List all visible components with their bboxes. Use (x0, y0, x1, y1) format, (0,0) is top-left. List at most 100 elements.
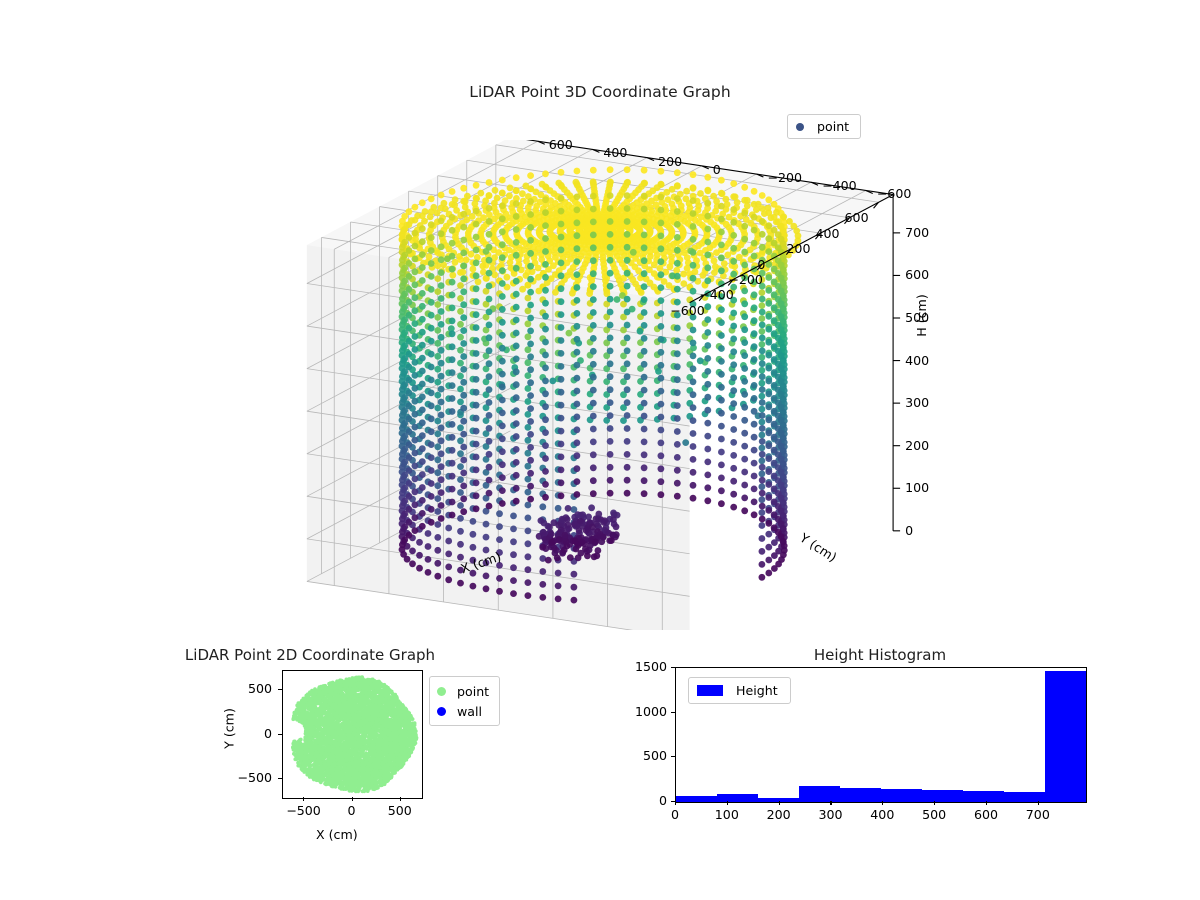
xtick-1: −400 (699, 287, 734, 303)
panel-hist-axes[interactable] (675, 667, 1087, 803)
ztick-7: 700 (905, 224, 930, 240)
panel-2d-ytick-0: 500 (247, 681, 272, 697)
panel-2d-canvas (291, 675, 419, 794)
panel-hist-xtickmark-7 (1037, 801, 1039, 805)
ztick-1: 100 (905, 480, 930, 496)
histogram-bar[interactable] (798, 786, 840, 802)
legend-row-point: point (437, 681, 489, 701)
ytick-2: −200 (767, 170, 802, 186)
panel-hist-xtickmark-6 (985, 801, 988, 805)
panel-hist-legend: Height (688, 677, 791, 704)
panel-hist-ytick-0: 0 (658, 793, 667, 808)
panel-hist-ytickmark-1 (671, 756, 675, 758)
panel-hist-xtick-2: 200 (766, 807, 791, 822)
panel-2d-yaxis-label: Y (cm) (221, 708, 237, 749)
xtick-5: 400 (815, 225, 840, 241)
axes-3d-tick-labels: −600 −400 −200 0 200 400 600 −600 −400 −200 0 200 40… (170, 137, 1030, 630)
xtick-3: 0 (757, 256, 766, 272)
ztick-2: 200 (905, 437, 930, 453)
histogram-bar[interactable] (757, 797, 799, 802)
panel-hist-xtickmark-4 (882, 801, 884, 805)
panel-hist-xtick-7: 700 (1025, 807, 1050, 822)
ytick-4: 200 (658, 153, 683, 169)
panel-2d-xtick-2: 500 (387, 803, 412, 818)
legend-point-marker-icon (437, 686, 446, 696)
panel-hist-xtick-4: 400 (870, 807, 895, 822)
ytick-3: 0 (712, 161, 721, 177)
ztick-5: 500 (905, 310, 930, 325)
panel-hist-xtick-6: 600 (973, 807, 998, 822)
yaxis-label: Y (cm) (797, 530, 840, 565)
histogram-bar[interactable] (716, 793, 758, 802)
xtick-4: 200 (786, 241, 811, 257)
histogram-bar[interactable] (962, 791, 1005, 802)
panel-3d-lidar-pointcloud[interactable]: −600 −400 −200 0 200 400 600 −600 −400 −200 0 200 40… (170, 137, 1030, 630)
ztick-0: 0 (905, 522, 914, 538)
panel-3d-title: LiDAR Point 3D Coordinate Graph (469, 83, 731, 101)
xaxis-label: X (cm) (458, 548, 503, 577)
histogram-bar[interactable] (676, 796, 717, 802)
legend-wall-label: wall (457, 703, 483, 719)
panel-2d-xtickmark-1 (351, 797, 353, 801)
panel-hist-xtickmark-5 (934, 801, 936, 805)
pointcloud-markers (398, 166, 802, 604)
legend-height-label: Height (736, 683, 778, 698)
ytick-1: −400 (822, 178, 857, 194)
histogram-bars (676, 668, 1086, 802)
panel-hist-xtickmark-2 (778, 801, 780, 805)
legend-point-marker-icon (796, 122, 804, 131)
legend-height-swatch-icon (697, 685, 723, 696)
legend-point-label: point (457, 683, 490, 699)
xtick-6: 600 (844, 210, 869, 226)
panel-2d-xaxis-label: X (cm) (316, 827, 358, 842)
panel-hist-ytickmark-2 (671, 711, 675, 713)
panel-2d-xtickmark-0 (303, 797, 305, 801)
histogram-bar[interactable] (880, 788, 922, 802)
panel-2d-ytick-1: 0 (263, 725, 272, 741)
legend-wall-marker-icon (437, 706, 446, 716)
panel-2d-ytickmark-2 (278, 777, 282, 779)
panel-hist-xtickmark-0 (675, 801, 677, 805)
panel-2d-ytickmark-0 (278, 689, 282, 691)
panel-hist-xtick-1: 100 (714, 807, 739, 822)
panel-hist-xtickmark-3 (830, 801, 832, 805)
panel-hist-xtick-5: 500 (922, 807, 947, 822)
panel-2d-xtick-1: 0 (347, 803, 356, 818)
xtick-2: −200 (728, 272, 763, 288)
panel-hist-ytickmark-3 (671, 667, 675, 669)
legend-point-label: point (817, 119, 850, 134)
legend-row-wall: wall (437, 701, 489, 721)
panel-2d-axes[interactable] (282, 670, 423, 799)
panel-2d-xtickmark-2 (399, 797, 401, 801)
panel-hist-ytick-3: 1500 (634, 659, 667, 674)
histogram-bar[interactable] (1045, 670, 1086, 802)
panel-2d-legend: point wall (429, 676, 501, 726)
xtick-0: −600 (670, 302, 705, 318)
ztick-3: 300 (905, 395, 930, 411)
panel-2d-title: LiDAR Point 2D Coordinate Graph (184, 646, 436, 664)
panel-2d-ytickmark-1 (278, 733, 282, 735)
panel-2d-ytick-2: −500 (237, 769, 272, 785)
panel-hist-xtick-3: 300 (818, 807, 843, 822)
panel-3d-canvas (306, 140, 901, 630)
panel-hist-ytick-2: 1000 (634, 703, 667, 719)
panel-hist-ytick-1: 500 (642, 748, 667, 764)
histogram-bar[interactable] (921, 789, 963, 802)
zaxis-label: H (cm) (913, 294, 929, 337)
panel-3d-legend: point (787, 114, 862, 139)
panel-hist-xtick-0: 0 (670, 807, 679, 822)
panel-hist-title: Height Histogram (813, 646, 947, 664)
histogram-bar[interactable] (1004, 791, 1046, 802)
ytick-6: 600 (548, 137, 573, 153)
panel-hist-ytickmark-0 (671, 801, 675, 803)
ytick-5: 400 (603, 145, 628, 161)
ytick-0: −600 (876, 186, 912, 202)
histogram-bar[interactable] (839, 787, 881, 802)
scatter-2d-points (291, 675, 419, 794)
ztick-4: 400 (905, 352, 930, 368)
panel-2d-xtick-0: −500 (286, 803, 321, 818)
ztick-6: 600 (905, 267, 930, 283)
axes-spines (525, 140, 901, 532)
panel-hist-xtickmark-1 (726, 801, 728, 805)
